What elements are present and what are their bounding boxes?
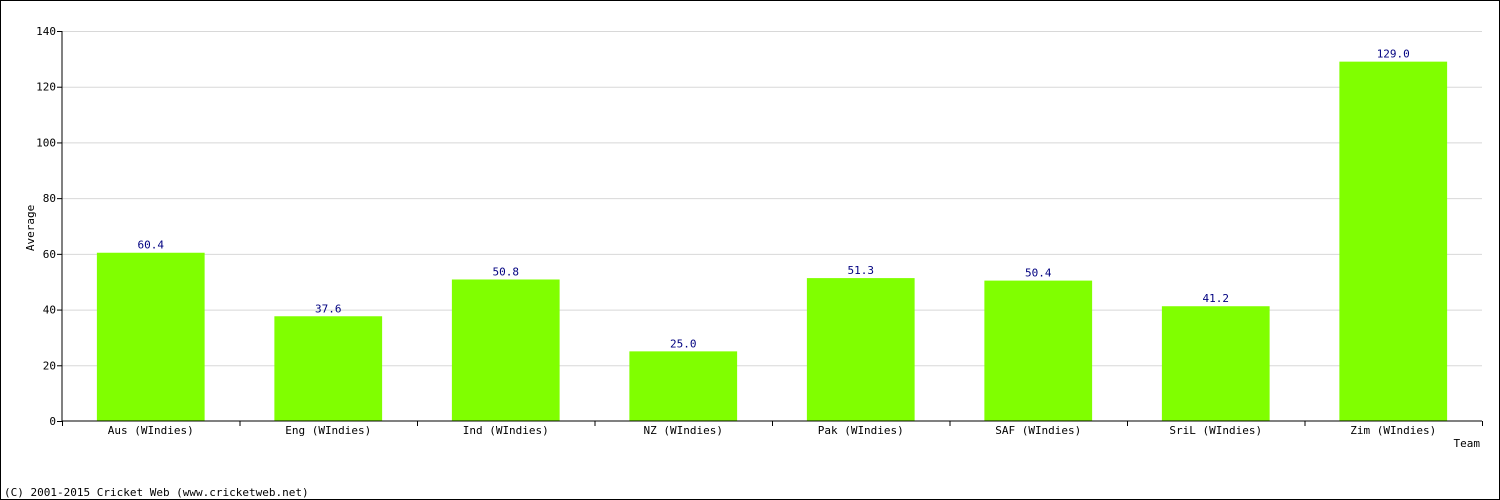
gridlines [62,31,1482,367]
x-tick-label: Eng (WIndies) [285,424,371,437]
bar [274,316,383,421]
bar [984,280,1093,421]
x-tick-label: SAF (WIndies) [995,424,1081,437]
bar [1161,306,1270,421]
bar [806,278,915,421]
bar-value-label: 25.0 [670,337,697,350]
bar [96,252,205,421]
y-tick-label: 100 [36,136,56,149]
bar-value-label: 50.8 [493,265,520,278]
value-labels: 60.4 37.6 50.8 25.0 51.3 50.4 41.2 129.0 [138,48,1410,351]
bar-value-label: 60.4 [138,239,165,252]
bar-value-label: 37.6 [315,302,342,315]
y-tick-label: 60 [43,248,56,261]
x-tick-label: Zim (WIndies) [1350,424,1436,437]
y-ticks: 0 20 40 60 80 100 120 140 [36,25,62,428]
bar-value-label: 129.0 [1377,48,1410,61]
y-tick-label: 120 [36,81,56,94]
x-axis-title: Team [1454,437,1481,450]
y-axis-title: Average [24,205,37,251]
bar [1339,61,1448,422]
y-tick-label: 20 [43,359,56,372]
x-ticks: Aus (WIndies) Eng (WIndies) Ind (WIndies) N… [62,421,1483,437]
bars [96,61,1448,422]
x-tick-label: SriL (WIndies) [1169,424,1262,437]
y-tick-label: 80 [43,192,56,205]
x-tick-label: Aus (WIndies) [108,424,194,437]
y-tick-label: 140 [36,25,56,38]
x-tick-label: Pak (WIndies) [818,424,904,437]
y-tick-label: 0 [49,415,56,428]
x-tick-label: Ind (WIndies) [463,424,549,437]
bar-value-label: 50.4 [1025,267,1052,280]
copyright-text: (C) 2001-2015 Cricket Web (www.cricketwe… [4,486,309,499]
x-tick-label: NZ (WIndies) [644,424,723,437]
bar-value-label: 41.2 [1203,292,1230,305]
y-tick-label: 40 [43,304,56,317]
bar [451,279,560,421]
bar [629,351,738,421]
bar-value-label: 51.3 [848,264,875,277]
